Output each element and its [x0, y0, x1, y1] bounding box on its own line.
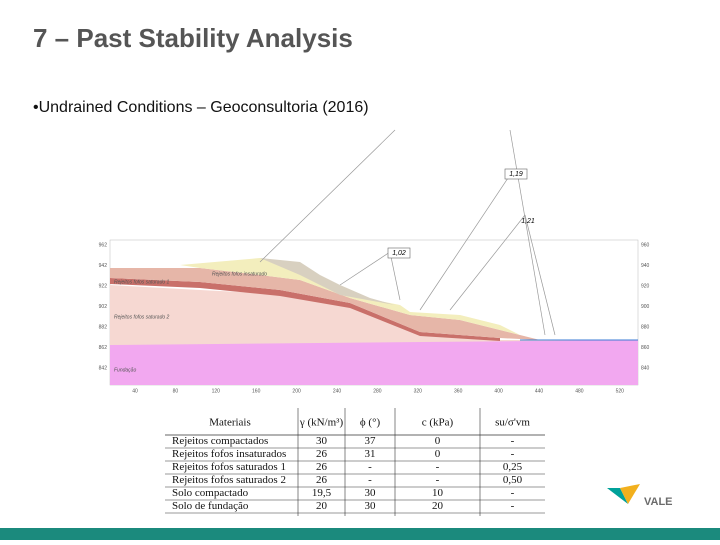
x-label: 40	[132, 388, 138, 394]
table-cell: Rejeitos fofos insaturados	[172, 448, 286, 460]
title: 7 – Past Stability Analysis	[33, 23, 353, 53]
table-cell: 20	[316, 500, 328, 512]
table-cell: 0,25	[503, 461, 523, 473]
x-label: 200	[292, 388, 301, 394]
y-label: 920	[641, 283, 650, 289]
table-cell: Rejeitos compactados	[172, 435, 268, 447]
logo-text: VALE	[644, 496, 673, 508]
table-cell: Rejeitos fofos saturados 1	[172, 461, 286, 473]
table-cell: -	[368, 474, 372, 486]
unsaturated-layer	[180, 258, 540, 340]
header-cell: ϕ (°)	[360, 417, 381, 429]
logo: VALE	[607, 484, 673, 508]
y-label: 842	[99, 365, 108, 371]
slip-line	[389, 251, 401, 301]
slip-line	[259, 129, 396, 263]
table-cell: 0,50	[503, 474, 523, 486]
x-label: 320	[414, 388, 423, 394]
table-cell: -	[511, 435, 515, 447]
material-table: Materiais γ (kN/m³) ϕ (°) c (kPa) su/σ'vm Rej…	[165, 408, 545, 516]
slip-line	[524, 214, 556, 336]
y-label: 882	[99, 324, 108, 330]
x-label: 160	[252, 388, 261, 394]
table-cell: -	[511, 448, 515, 460]
table-cell: 30	[365, 500, 377, 512]
fs-label: 1,02	[392, 250, 406, 257]
header-cell: Materiais	[209, 417, 251, 429]
x-label: 120	[212, 388, 221, 394]
header-cell: su/σ'vm	[495, 417, 530, 429]
x-label: 80	[173, 388, 179, 394]
y-label: 860	[641, 345, 650, 351]
saturated-2-layer	[110, 285, 638, 345]
slip-line	[419, 174, 511, 311]
table-cell: 31	[365, 448, 376, 460]
x-label: 520	[616, 388, 625, 394]
cross-section: 1,19 1,21 1,02 Rejeitos fofos insaturado…	[109, 129, 639, 386]
header-cell: γ (kN/m³)	[299, 417, 344, 429]
table-cell: 26	[316, 448, 328, 460]
y-label: 840	[641, 365, 650, 371]
table-cell: Solo compactado	[172, 487, 249, 499]
x-label: 400	[494, 388, 503, 394]
layer-label: Rejeitos fofos saturado 1	[114, 279, 170, 285]
slip-line	[339, 251, 391, 286]
table-cell: -	[511, 500, 515, 512]
footer-bar	[0, 528, 720, 540]
table-cell: 0	[435, 448, 441, 460]
slip-line	[509, 129, 546, 336]
table-cell: 37	[365, 435, 377, 447]
x-label: 360	[454, 388, 463, 394]
logo-mark	[607, 488, 628, 504]
slip-line	[449, 214, 526, 311]
table-cell: 30	[365, 487, 377, 499]
table-cell: 30	[316, 435, 328, 447]
table-cell: 26	[316, 474, 328, 486]
layer-label: Rejeitos fofos insaturado	[212, 271, 267, 277]
saturated-1-layer	[110, 268, 540, 340]
table-cell: 19,5	[312, 487, 332, 499]
x-label: 240	[333, 388, 342, 394]
y-label: 960	[641, 242, 650, 248]
table-cell: 20	[432, 500, 444, 512]
bullet: •Undrained Conditions – Geoconsultoria (…	[33, 99, 369, 116]
table-cell: 0	[435, 435, 441, 447]
y-label: 922	[99, 283, 108, 289]
logo-mark	[620, 484, 640, 504]
y-label: 880	[641, 324, 650, 330]
y-label: 862	[99, 345, 108, 351]
fs-box	[504, 168, 528, 180]
table-cell: Rejeitos fofos saturados 2	[172, 474, 286, 486]
x-label: 280	[373, 388, 382, 394]
x-label: 480	[575, 388, 584, 394]
table-cell: -	[436, 461, 440, 473]
layer-label: Fundação	[114, 367, 136, 373]
red-band	[110, 278, 500, 341]
table-cell: -	[511, 487, 515, 499]
y-label: 900	[641, 304, 650, 310]
y-label: 942	[99, 263, 108, 269]
y-label: 940	[641, 263, 650, 269]
header-cell: c (kPa)	[422, 417, 454, 429]
table-cell: -	[368, 461, 372, 473]
table-cell: 10	[432, 487, 444, 499]
table-cell: 26	[316, 461, 328, 473]
table-cell: Solo de fundação	[172, 500, 249, 512]
x-label: 440	[535, 388, 544, 394]
fs-label: 1,21	[521, 218, 535, 225]
y-label: 962	[99, 242, 108, 248]
y-label: 902	[99, 304, 108, 310]
table-cell: -	[436, 474, 440, 486]
foundation-layer	[110, 340, 638, 385]
compacted-zone	[260, 258, 395, 305]
fs-label: 1,19	[509, 171, 523, 178]
fs-box	[387, 247, 411, 259]
layer-label: Rejeitos fofos saturado 2	[114, 314, 170, 320]
